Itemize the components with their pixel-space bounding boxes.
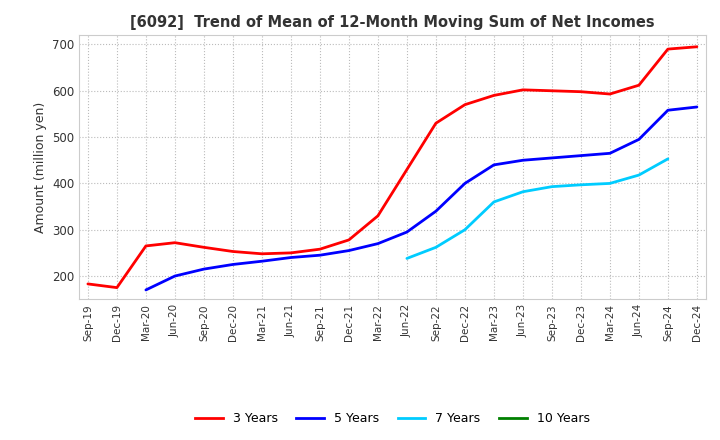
Line: 3 Years: 3 Years [88,47,697,288]
3 Years [664,47,672,52]
Y-axis label: Amount (million yen): Amount (million yen) [34,102,47,233]
3 Years [258,251,266,257]
3 Years [490,93,498,98]
3 Years [142,243,150,249]
7 Years [461,227,469,232]
3 Years [606,92,614,97]
7 Years [634,172,643,178]
Line: 7 Years: 7 Years [407,159,668,258]
3 Years [402,167,411,172]
5 Years [402,229,411,235]
5 Years [518,158,527,163]
5 Years [345,248,354,253]
3 Years [461,102,469,107]
Title: [6092]  Trend of Mean of 12-Month Moving Sum of Net Incomes: [6092] Trend of Mean of 12-Month Moving … [130,15,654,30]
3 Years [374,213,382,219]
5 Years [664,108,672,113]
Legend: 3 Years, 5 Years, 7 Years, 10 Years: 3 Years, 5 Years, 7 Years, 10 Years [190,407,595,430]
7 Years [577,182,585,187]
5 Years [490,162,498,168]
5 Years [606,150,614,156]
5 Years [287,255,295,260]
3 Years [431,121,440,126]
5 Years [693,104,701,110]
3 Years [199,245,208,250]
3 Years [345,237,354,242]
5 Years [315,253,324,258]
3 Years [315,246,324,252]
3 Years [634,83,643,88]
3 Years [693,44,701,49]
7 Years [664,156,672,161]
7 Years [548,184,557,189]
5 Years [634,137,643,142]
5 Years [431,209,440,214]
5 Years [171,273,179,279]
7 Years [490,199,498,205]
5 Years [199,267,208,272]
5 Years [258,259,266,264]
Line: 5 Years: 5 Years [146,107,697,290]
3 Years [84,281,92,286]
5 Years [142,287,150,293]
3 Years [171,240,179,246]
7 Years [606,181,614,186]
3 Years [287,250,295,256]
3 Years [112,285,121,290]
5 Years [577,153,585,158]
5 Years [374,241,382,246]
5 Years [461,181,469,186]
5 Years [548,155,557,161]
7 Years [518,189,527,194]
3 Years [548,88,557,93]
7 Years [402,256,411,261]
3 Years [518,87,527,92]
3 Years [228,249,237,254]
5 Years [228,262,237,267]
7 Years [431,245,440,250]
3 Years [577,89,585,94]
